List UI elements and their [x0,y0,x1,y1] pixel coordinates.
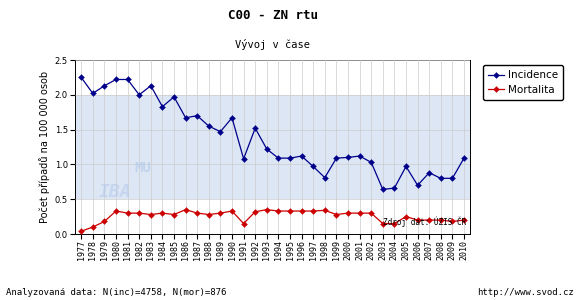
Text: Vývoj v čase: Vývoj v čase [235,39,310,50]
Incidence [287,156,293,160]
Incidence [240,157,247,160]
Incidence [217,130,224,134]
Mortalita [414,218,421,222]
Incidence [310,165,317,168]
Mortalita [252,210,259,214]
Line: Mortalita: Mortalita [79,208,466,233]
Mortalita [101,220,108,223]
Mortalita [205,213,212,216]
Mortalita [333,213,340,216]
Mortalita [229,209,235,213]
Incidence [159,105,166,108]
Mortalita [403,215,409,218]
Bar [75,95,470,199]
Mortalita [240,222,247,225]
Mortalita [368,211,375,215]
Incidence [449,176,456,180]
Mortalita [310,209,317,213]
Mortalita [461,218,467,222]
Mortalita [113,209,119,213]
Mortalita [391,222,398,225]
Mortalita [449,220,456,223]
Text: Analyzovaná data: N(inc)=4758, N(mor)=876: Analyzovaná data: N(inc)=4758, N(mor)=87… [6,288,226,297]
Incidence [345,156,351,159]
Incidence [379,188,386,191]
Mortalita [379,222,386,225]
Mortalita [298,209,305,213]
Incidence [426,171,433,175]
Text: http://www.svod.cz: http://www.svod.cz [477,288,574,297]
Mortalita [171,213,177,216]
Legend: Incidence, Mortalita: Incidence, Mortalita [483,65,563,100]
Mortalita [136,211,143,215]
Incidence [78,76,85,79]
Mortalita [217,211,224,215]
Incidence [298,154,305,158]
Mortalita [275,209,282,213]
Text: C00 - ZN rtu: C00 - ZN rtu [227,9,318,22]
Mortalita [89,225,96,229]
Incidence [194,114,201,118]
Incidence [147,84,154,88]
Incidence [368,160,375,164]
Mortalita [78,230,85,233]
Incidence [136,93,143,97]
Incidence [263,147,270,151]
Mortalita [426,218,433,222]
Line: Incidence: Incidence [79,75,466,191]
Mortalita [345,211,351,215]
Incidence [391,186,398,190]
Incidence [89,92,96,95]
Mortalita [263,208,270,211]
Incidence [182,116,189,120]
Mortalita [356,211,363,215]
Text: MU: MU [134,161,151,175]
Text: Zdroj dat: ÚZIS ČR: Zdroj dat: ÚZIS ČR [383,217,466,227]
Mortalita [159,211,166,215]
Incidence [333,156,340,160]
Incidence [275,156,282,160]
Incidence [403,165,409,168]
Incidence [356,154,363,158]
Y-axis label: Počet případů na 100 000 osob: Počet případů na 100 000 osob [39,71,50,223]
Incidence [414,184,421,187]
Incidence [113,78,119,81]
Incidence [124,78,131,81]
Mortalita [194,211,201,215]
Mortalita [124,211,131,215]
Incidence [321,176,328,179]
Mortalita [321,208,328,212]
Text: IBA: IBA [99,183,131,201]
Incidence [252,126,259,130]
Incidence [461,156,467,160]
Mortalita [147,213,154,216]
Incidence [101,84,108,88]
Incidence [171,95,177,99]
Incidence [229,116,235,120]
Mortalita [182,208,189,211]
Mortalita [287,209,293,213]
Mortalita [437,218,444,222]
Incidence [205,124,212,128]
Incidence [437,176,444,180]
